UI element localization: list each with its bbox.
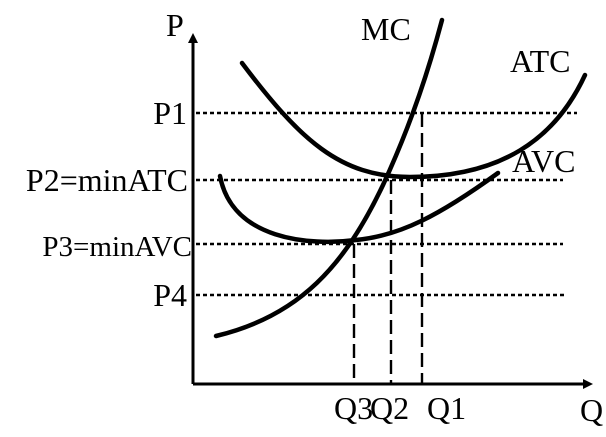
q1-label: Q1 — [427, 390, 466, 426]
p2-label: P2=minATC — [26, 162, 188, 198]
avc-curve — [217, 170, 501, 245]
p4-label: P4 — [153, 277, 187, 313]
q3-label: Q3 — [334, 390, 373, 426]
atc-label: ATC — [510, 43, 570, 79]
q2-label: Q2 — [370, 390, 409, 426]
x-axis-label: Q — [580, 392, 603, 428]
atc-curve — [239, 60, 588, 180]
p1-label: P1 — [153, 95, 187, 131]
avc-label: AVC — [512, 143, 575, 179]
mc-label: MC — [361, 11, 411, 47]
mc-curve — [213, 17, 445, 339]
y-axis-label: P — [166, 7, 184, 43]
p3-label: P3=minAVC — [42, 231, 192, 263]
